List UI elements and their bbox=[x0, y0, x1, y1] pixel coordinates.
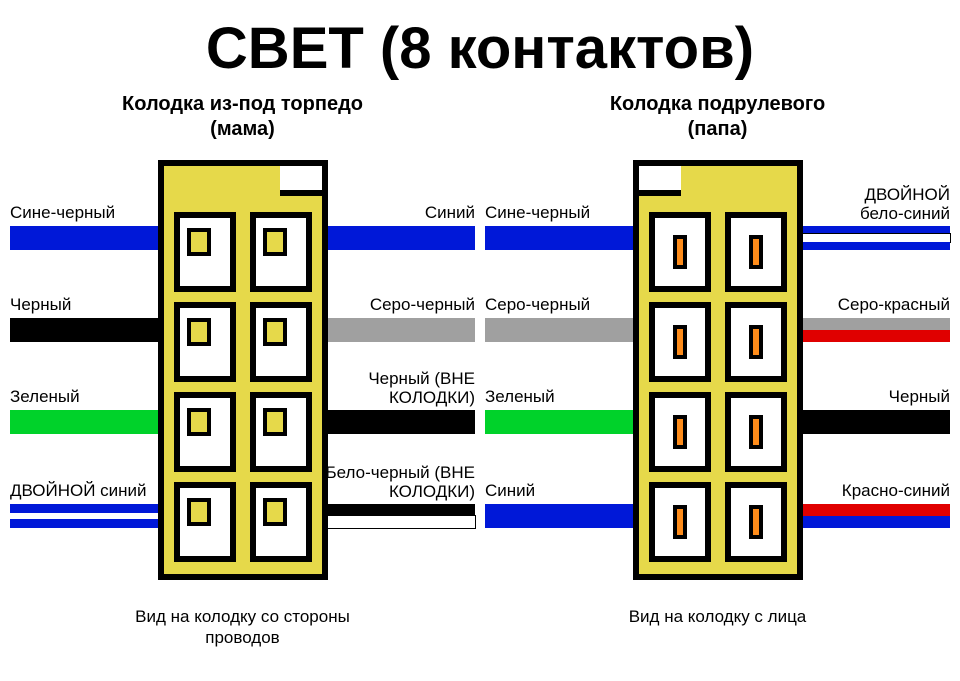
wire-label: Сине-черный bbox=[485, 204, 640, 223]
wire bbox=[320, 226, 475, 250]
panel-right-caption: Вид на колодку с лица bbox=[485, 606, 950, 627]
wire-label: Серо-красный bbox=[795, 296, 950, 315]
pin bbox=[649, 482, 711, 562]
wire-label: Черный bbox=[795, 388, 950, 407]
wire bbox=[485, 410, 640, 434]
pin bbox=[725, 392, 787, 472]
wire bbox=[795, 410, 950, 434]
wire bbox=[485, 318, 640, 342]
pin bbox=[250, 302, 312, 382]
wire-label: Черный bbox=[10, 296, 165, 315]
pin bbox=[649, 392, 711, 472]
wire-label: Серо-черный bbox=[320, 296, 475, 315]
wire-label: Серо-черный bbox=[485, 296, 640, 315]
wire bbox=[795, 504, 950, 528]
key-notch bbox=[633, 160, 681, 196]
wire bbox=[485, 504, 640, 528]
pin bbox=[725, 212, 787, 292]
wire bbox=[320, 318, 475, 342]
wire-label: Красно-синий bbox=[795, 482, 950, 501]
wire bbox=[10, 226, 165, 250]
wire bbox=[320, 410, 475, 434]
key-notch bbox=[280, 160, 328, 196]
wire-label: Синий bbox=[485, 482, 640, 501]
wire bbox=[10, 504, 165, 528]
pin bbox=[174, 302, 236, 382]
connector-body-left bbox=[158, 160, 328, 580]
connector-left: Сине-черный Синий Черный Серо-черный Зеленый… bbox=[10, 160, 475, 600]
wire-label: ДВОЙНОЙбело-синий bbox=[795, 186, 950, 223]
panel-left: Колодка из-под торпедо(мама) Сине-черный… bbox=[10, 92, 475, 652]
pin bbox=[649, 302, 711, 382]
wire-label: Бело-черный (ВНЕКОЛОДКИ) bbox=[320, 464, 475, 501]
wire bbox=[795, 318, 950, 342]
connector-body-right bbox=[633, 160, 803, 580]
pin bbox=[174, 482, 236, 562]
wire-label: Зеленый bbox=[10, 388, 165, 407]
wire bbox=[10, 318, 165, 342]
wire-label: ДВОЙНОЙ синий bbox=[10, 482, 165, 501]
wire-label: Зеленый bbox=[485, 388, 640, 407]
wire bbox=[795, 226, 950, 250]
panel-right-title: Колодка подрулевого(папа) bbox=[485, 92, 950, 142]
panels-container: Колодка из-под торпедо(мама) Сине-черный… bbox=[0, 92, 960, 652]
pin bbox=[250, 392, 312, 472]
pin bbox=[250, 482, 312, 562]
pin bbox=[174, 392, 236, 472]
pin bbox=[250, 212, 312, 292]
wire bbox=[485, 226, 640, 250]
main-title: СВЕТ (8 контактов) bbox=[0, 0, 960, 92]
pin bbox=[649, 212, 711, 292]
pin bbox=[174, 212, 236, 292]
wire-label: Синий bbox=[320, 204, 475, 223]
panel-right: Колодка подрулевого(папа) Сине-черный ДВО… bbox=[485, 92, 950, 652]
wire bbox=[10, 410, 165, 434]
wire bbox=[320, 504, 475, 528]
pin bbox=[725, 302, 787, 382]
panel-left-title: Колодка из-под торпедо(мама) bbox=[10, 92, 475, 142]
pin bbox=[725, 482, 787, 562]
wire-label: Черный (ВНЕКОЛОДКИ) bbox=[320, 370, 475, 407]
panel-left-caption: Вид на колодку со стороныпроводов bbox=[10, 606, 475, 649]
wire-label: Сине-черный bbox=[10, 204, 165, 223]
connector-right: Сине-черный ДВОЙНОЙбело-синий Серо-черный С… bbox=[485, 160, 950, 600]
